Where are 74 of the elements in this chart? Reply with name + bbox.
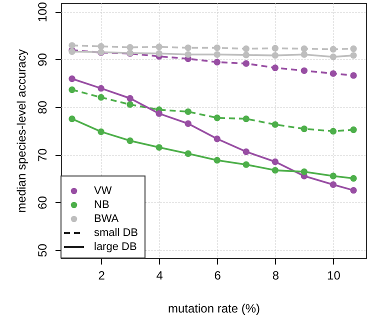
point (156, 50, 162, 57)
point (350, 52, 357, 59)
legend-label: NB (94, 199, 110, 211)
point (126, 101, 134, 108)
point (300, 67, 308, 74)
point (350, 186, 357, 194)
point (214, 51, 220, 58)
point (184, 150, 192, 157)
y-tick-label: 90 (36, 52, 50, 66)
point (68, 75, 76, 82)
point (184, 120, 192, 127)
point (214, 58, 220, 66)
point (126, 44, 134, 51)
point (98, 84, 104, 92)
point (68, 42, 76, 49)
point (184, 108, 192, 116)
legend-label: VW (94, 185, 112, 197)
point (184, 51, 192, 58)
annotation: large DB (94, 241, 137, 253)
point (272, 64, 279, 72)
point (300, 168, 308, 176)
point (330, 128, 337, 135)
y-tick-label: 100 (36, 2, 50, 22)
point (156, 144, 162, 151)
point (184, 44, 192, 52)
point (272, 121, 279, 128)
point (300, 125, 308, 132)
annotation: small DB (94, 227, 138, 239)
point (242, 60, 250, 67)
y-tick-label: 60 (36, 196, 50, 210)
point (350, 72, 357, 79)
point (272, 166, 279, 174)
x-tick-label: 4 (156, 268, 164, 282)
point (156, 44, 162, 50)
point (126, 94, 134, 102)
point (68, 86, 76, 94)
x-tick-label: 2 (98, 268, 106, 282)
x-tick-label: 6 (214, 268, 222, 282)
x-axis-title: mutation rate (%) (168, 302, 260, 316)
point (300, 51, 308, 58)
point (98, 128, 104, 136)
point (330, 172, 337, 180)
point (214, 135, 220, 142)
point (126, 137, 134, 144)
point (272, 158, 279, 166)
point (98, 94, 104, 101)
point (98, 43, 104, 50)
point (242, 148, 250, 156)
point (242, 161, 250, 168)
point (272, 44, 279, 52)
point (350, 126, 357, 134)
point (300, 45, 308, 52)
point (242, 45, 250, 52)
point (242, 115, 250, 122)
point (330, 46, 337, 53)
point (156, 110, 162, 117)
point (214, 156, 220, 164)
point (214, 114, 220, 122)
point (350, 45, 357, 52)
point (330, 181, 337, 188)
point (68, 115, 76, 122)
y-axis-title: median species-level accuracy (14, 49, 28, 213)
legend-label: BWA (94, 213, 120, 225)
y-tick-label: 70 (36, 148, 50, 162)
point (330, 70, 337, 77)
x-tick-label: 10 (327, 268, 341, 282)
x-tick-label: 8 (272, 268, 280, 282)
y-tick-label: 80 (36, 100, 50, 114)
point (272, 52, 279, 59)
point (350, 175, 357, 182)
point (214, 44, 220, 52)
point (242, 52, 250, 58)
point (330, 54, 337, 60)
y-tick-label: 50 (36, 243, 50, 258)
